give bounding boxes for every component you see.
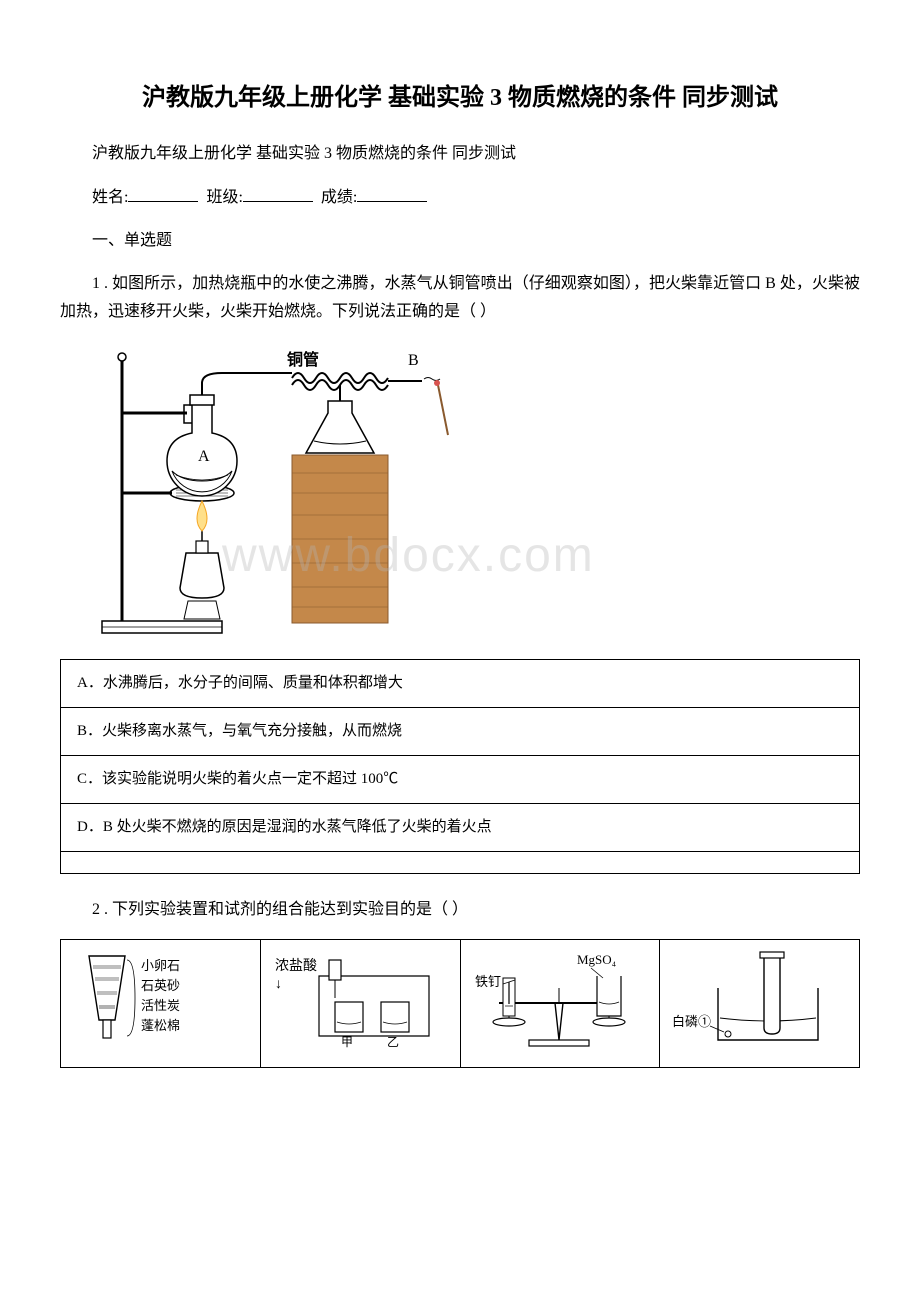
q2a-label4: 蓬松棉	[141, 1018, 180, 1033]
question-1-options-table: A．水沸腾后，水分子的间隔、质量和体积都增大 B．火柴移离水蒸气，与氧气充分接触…	[60, 659, 860, 874]
class-label: 班级:	[206, 189, 242, 206]
q2b-cup2: 乙	[387, 1035, 399, 1048]
option-D[interactable]: D．B 处火柴不燃烧的原因是湿润的水蒸气降低了火柴的着火点	[61, 804, 860, 852]
question-1-figure: www.bdocx.com A 铜管	[92, 343, 860, 643]
table-row: D．B 处火柴不燃烧的原因是湿润的水蒸气降低了火柴的着火点	[61, 804, 860, 852]
q2-panel-c: MgSO₄ 铁钉	[460, 939, 660, 1067]
label-copper-tube: 铜管	[287, 350, 319, 369]
q2-panel-a: 小卵石 石英砂 活性炭 蓬松棉	[61, 939, 261, 1067]
name-blank[interactable]	[128, 183, 198, 202]
student-info-line: 姓名: 班级: 成绩:	[60, 183, 860, 213]
table-row: B．火柴移离水蒸气，与氧气充分接触，从而燃烧	[61, 708, 860, 756]
label-A: A	[198, 448, 210, 465]
empty-cell	[61, 852, 860, 874]
q2d-label: 白磷①	[672, 1014, 711, 1029]
table-row: A．水沸腾后，水分子的间隔、质量和体积都增大	[61, 660, 860, 708]
q2c-chem: MgSO₄	[577, 952, 617, 967]
q2c-nail: 铁钉	[475, 974, 501, 989]
q2-panel-b: 浓盐酸 ↓ 甲 乙	[260, 939, 460, 1067]
table-row: 小卵石 石英砂 活性炭 蓬松棉 浓盐酸 ↓ 甲 乙	[61, 939, 860, 1067]
q2a-label3: 活性炭	[141, 998, 180, 1013]
q2b-cup1: 甲	[341, 1035, 353, 1048]
table-row: C．该实验能说明火柴的着火点一定不超过 100℃	[61, 756, 860, 804]
q2-panel-d: 白磷①	[660, 939, 860, 1067]
page-title: 沪教版九年级上册化学 基础实验 3 物质燃烧的条件 同步测试	[60, 80, 860, 116]
option-C[interactable]: C．该实验能说明火柴的着火点一定不超过 100℃	[61, 756, 860, 804]
name-label: 姓名:	[92, 189, 128, 206]
page-subtitle: 沪教版九年级上册化学 基础实验 3 物质燃烧的条件 同步测试	[60, 140, 860, 169]
q2a-label1: 小卵石	[141, 958, 180, 973]
svg-text:↓: ↓	[275, 977, 282, 992]
q2a-label2: 石英砂	[141, 978, 180, 993]
q2b-label: 浓盐酸	[275, 958, 317, 974]
question-2-text: 2 . 下列实验装置和试剂的组合能达到实验目的是（ ）	[60, 896, 860, 925]
table-row	[61, 852, 860, 874]
score-blank[interactable]	[357, 183, 427, 202]
score-label: 成绩:	[321, 189, 357, 206]
option-B[interactable]: B．火柴移离水蒸气，与氧气充分接触，从而燃烧	[61, 708, 860, 756]
question-2-figures: 小卵石 石英砂 活性炭 蓬松棉 浓盐酸 ↓ 甲 乙	[60, 939, 860, 1068]
section-heading-1: 一、单选题	[60, 227, 860, 256]
option-A[interactable]: A．水沸腾后，水分子的间隔、质量和体积都增大	[61, 660, 860, 708]
class-blank[interactable]	[243, 183, 313, 202]
question-1-text: 1 . 如图所示，加热烧瓶中的水使之沸腾，水蒸气从铜管喷出（仔细观察如图），把火…	[60, 270, 860, 328]
apparatus-svg: A 铜管 B	[92, 343, 512, 643]
label-B: B	[408, 352, 419, 369]
